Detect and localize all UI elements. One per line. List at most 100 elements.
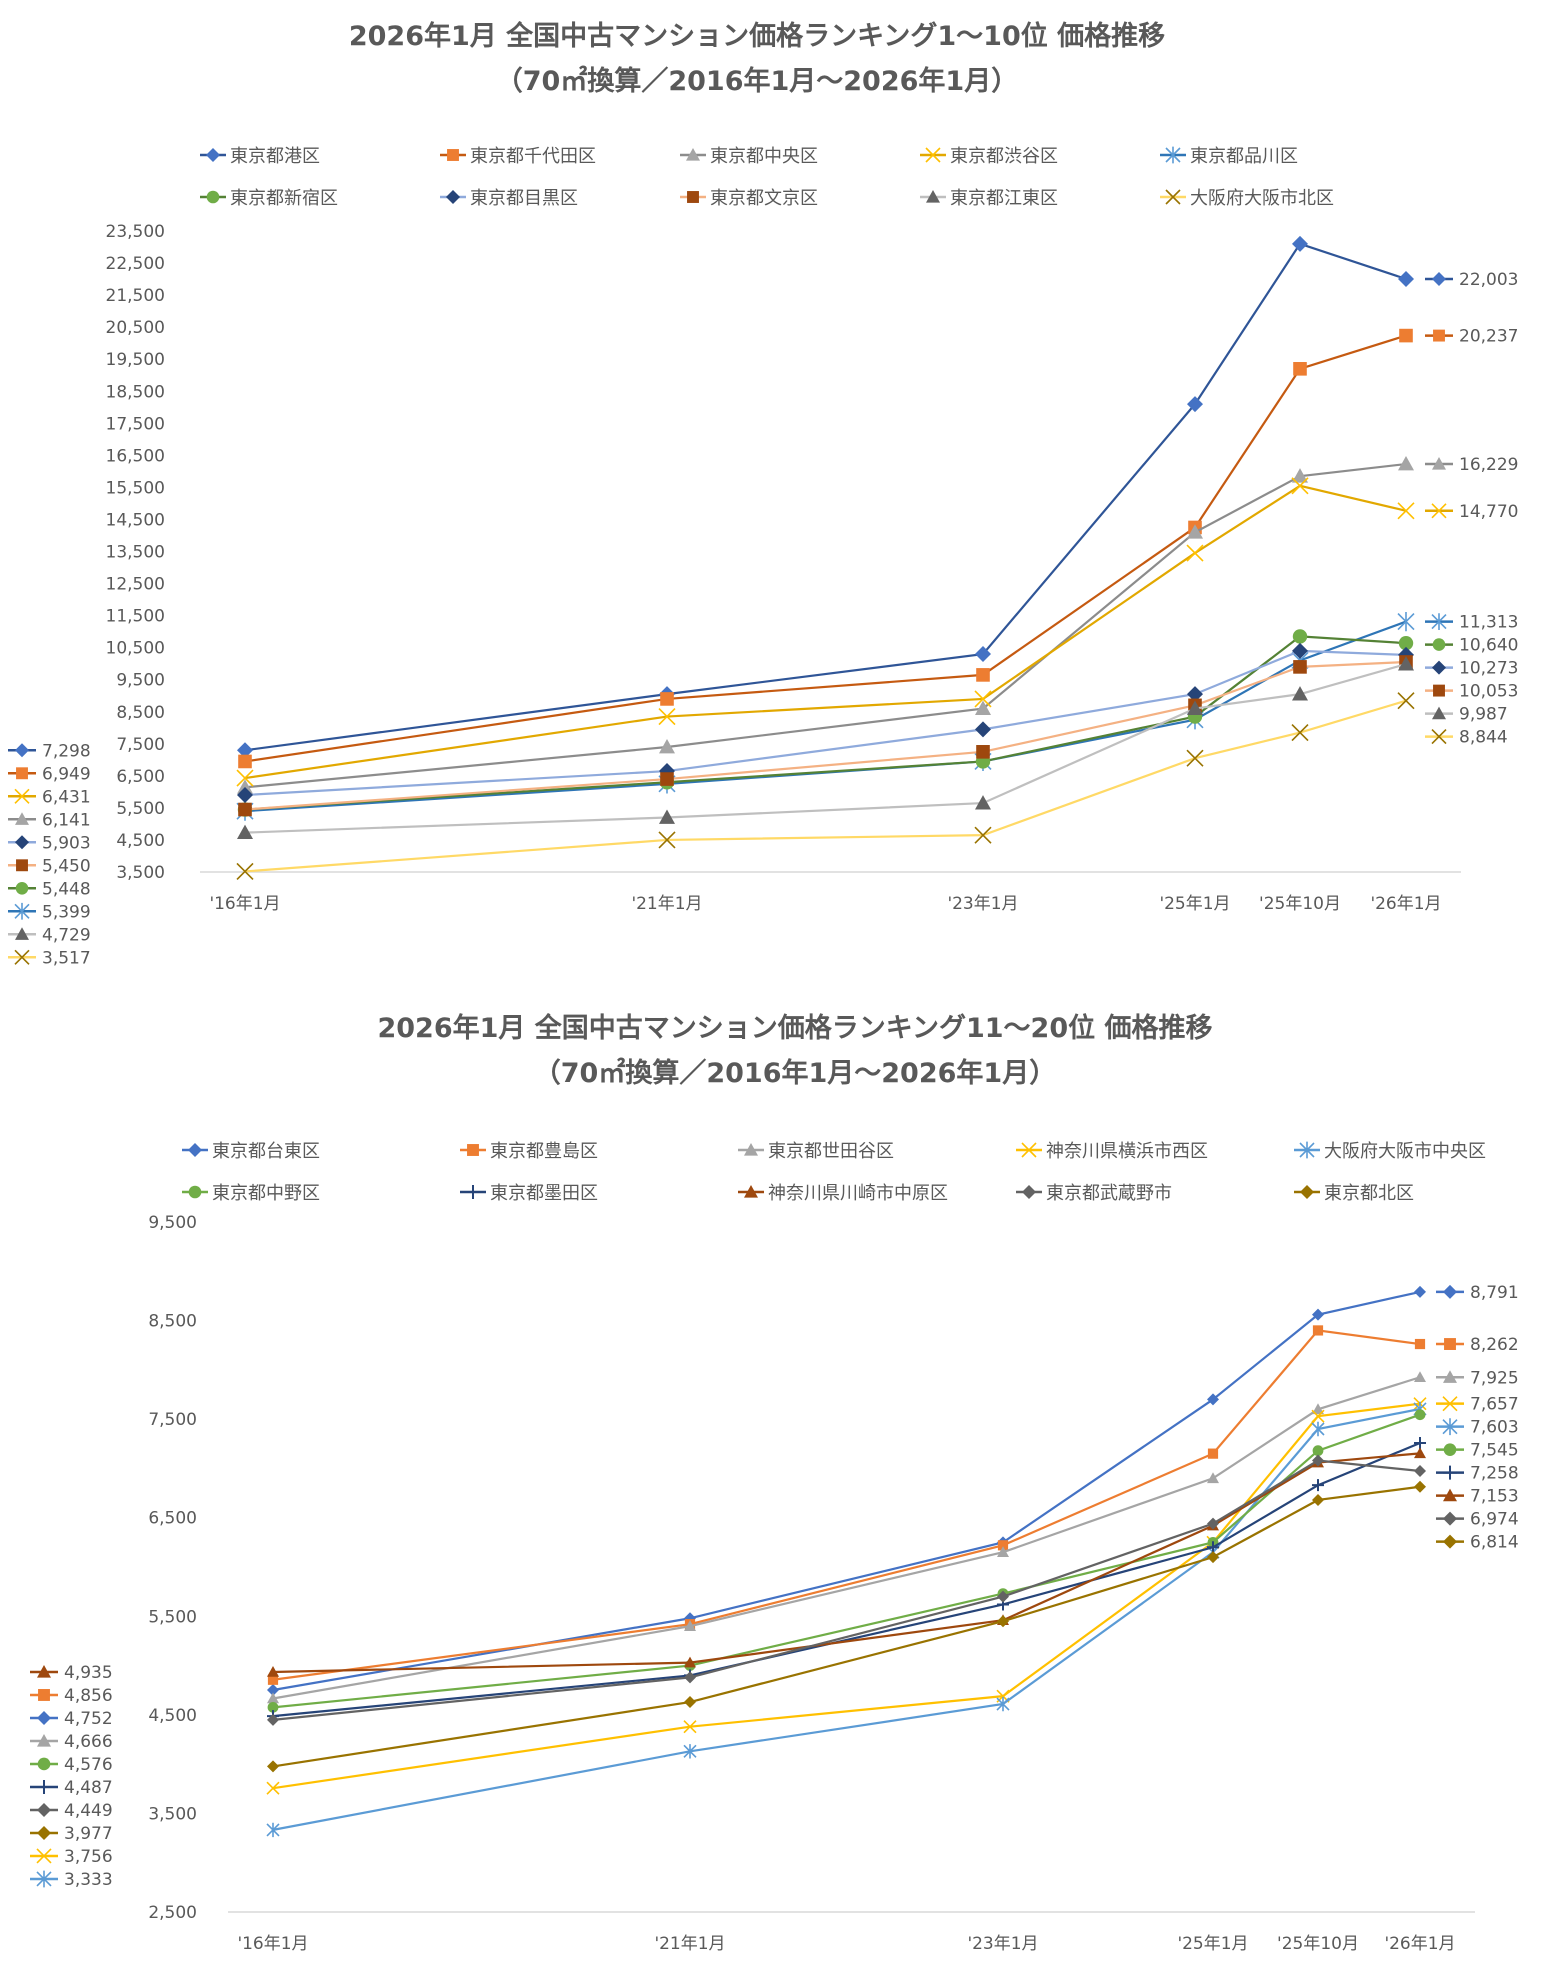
start-value-label: 3,517 (8, 948, 91, 968)
y-tick-label: 5,500 (116, 799, 165, 819)
start-label-marker (37, 1825, 51, 1840)
data-point (1398, 635, 1414, 651)
legend-label: 東京都豊島区 (490, 1141, 598, 1162)
y-tick-label: 13,500 (106, 543, 165, 563)
start-label-text: 6,431 (42, 787, 91, 807)
data-point (1414, 1371, 1426, 1383)
x-tick-label: '25年10月 (1277, 1934, 1359, 1954)
end-value-label: 7,603 (1436, 1418, 1519, 1438)
series-line (244, 242, 1407, 752)
y-tick-label: 18,500 (106, 382, 165, 402)
legend-item: 大阪府大阪市北区 (1160, 188, 1334, 209)
data-point (1207, 1448, 1219, 1459)
data-point (1311, 1421, 1325, 1437)
y-tick-label: 10,500 (106, 639, 165, 659)
end-label-text: 8,262 (1470, 1335, 1519, 1355)
start-label-text: 5,903 (42, 833, 91, 853)
legend-label: 東京都墨田区 (490, 1183, 598, 1204)
data-point (997, 1546, 1009, 1558)
data-point (1312, 1479, 1324, 1492)
data-point (1207, 1393, 1219, 1406)
end-label-marker (1444, 1338, 1456, 1350)
data-point (1414, 1464, 1426, 1477)
start-value-label: 3,756 (30, 1847, 113, 1867)
legend-marker-x-icon (1165, 189, 1181, 205)
legend-item: 東京都中野区 (182, 1183, 320, 1204)
legend-item: 東京都目黒区 (440, 188, 578, 209)
start-label-text: 3,977 (64, 1824, 113, 1844)
series-line (244, 663, 1407, 834)
start-value-label: 4,856 (30, 1686, 113, 1706)
series-7 (237, 642, 1414, 803)
start-value-label: 4,729 (8, 925, 91, 945)
start-label-marker (15, 881, 29, 895)
x-tick-label: '16年1月 (209, 894, 280, 914)
data-point (1414, 1436, 1426, 1449)
legend-marker-x-icon (925, 147, 941, 163)
end-label-marker (1443, 1443, 1457, 1456)
data-point (1397, 611, 1415, 632)
data-point (1292, 642, 1308, 659)
series-line (272, 1402, 1421, 1790)
data-point (974, 690, 992, 708)
y-tick-label: 6,500 (148, 1509, 197, 1529)
data-point (658, 707, 676, 726)
start-label-text: 6,949 (42, 764, 91, 784)
data-point (997, 1590, 1009, 1603)
data-point (1312, 1325, 1324, 1336)
end-label-text: 20,237 (1459, 327, 1518, 347)
end-value-label: 20,237 (1425, 327, 1518, 347)
data-point (267, 1692, 279, 1704)
y-tick-label: 9,500 (116, 671, 165, 691)
x-tick-label: '21年1月 (631, 894, 702, 914)
legend-item: 東京都中央区 (680, 146, 818, 167)
legend-marker-x-icon (1021, 1142, 1037, 1158)
data-point (266, 1822, 280, 1838)
data-point (1398, 270, 1414, 287)
legend-label: 大阪府大阪市中央区 (1324, 1141, 1486, 1162)
data-point (1186, 544, 1204, 562)
legend-label: 東京都北区 (1324, 1183, 1414, 1204)
legend-marker-diamond-icon (446, 190, 460, 204)
legend-label: 東京都渋谷区 (950, 146, 1058, 167)
data-point (1397, 692, 1415, 710)
end-value-label: 6,814 (1436, 1533, 1519, 1553)
legend-item: 東京都港区 (200, 146, 320, 167)
x-tick-label: '25年1月 (1159, 894, 1230, 914)
end-label-marker (1443, 1511, 1457, 1526)
legend-marker-triangle-icon (686, 148, 700, 161)
end-label-marker (1433, 329, 1445, 342)
end-label-marker (1432, 706, 1446, 720)
chart-title: 2026年1月 全国中古マンション価格ランキング11～20位 価格推移 (377, 1012, 1212, 1044)
y-tick-label: 22,500 (106, 254, 165, 274)
data-point (1414, 1338, 1426, 1350)
start-value-label: 5,448 (8, 879, 91, 899)
data-point (976, 668, 990, 682)
legend-item: 東京都文京区 (680, 188, 818, 209)
series-line (272, 1485, 1421, 1768)
end-value-label: 8,791 (1436, 1283, 1519, 1303)
end-label-marker (1442, 1396, 1458, 1412)
data-point (1414, 1480, 1426, 1493)
data-point (236, 862, 254, 881)
legend-label: 神奈川県横浜市西区 (1046, 1141, 1208, 1162)
y-tick-label: 6,500 (116, 767, 165, 787)
data-point (1397, 502, 1415, 520)
legend-item: 東京都世田谷区 (738, 1141, 894, 1162)
end-value-label: 7,545 (1436, 1441, 1519, 1461)
legend-label: 東京都中央区 (710, 146, 818, 167)
data-point (267, 1684, 279, 1697)
legend-item: 東京都墨田区 (460, 1183, 598, 1204)
start-label-text: 6,141 (42, 810, 91, 830)
chart-subtitle: （70㎡換算／2016年1月～2026年1月） (496, 65, 1018, 97)
series-line (244, 660, 1407, 811)
legend-label: 大阪府大阪市北区 (1190, 188, 1334, 209)
series-4 (236, 477, 1415, 787)
data-point (236, 769, 254, 787)
legend-marker-diamond-icon (1300, 1185, 1314, 1199)
end-label-text: 7,925 (1470, 1368, 1519, 1388)
start-value-label: 6,141 (8, 810, 91, 830)
data-point (1292, 235, 1308, 252)
series-1 (267, 1285, 1426, 1697)
legend-label: 東京都新宿区 (230, 188, 338, 209)
